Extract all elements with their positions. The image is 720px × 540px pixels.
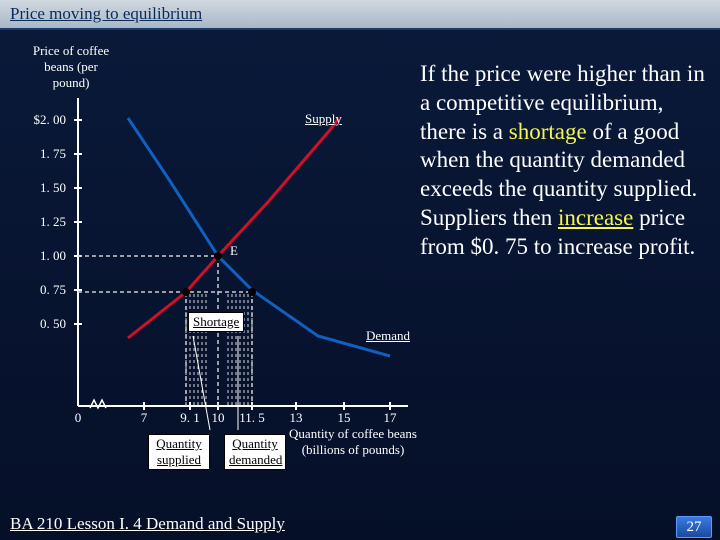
- explanation-text: If the price were higher than in a compe…: [420, 60, 710, 261]
- x-tick-label: 11. 5: [239, 410, 265, 426]
- x-axis-title: Quantity of coffee beans (billions of po…: [288, 426, 418, 458]
- quantity-demanded-label: Quantity demanded: [224, 434, 286, 470]
- x-tick-label: 7: [141, 410, 148, 426]
- chart-area: Price of coffee beans (per pound) $2. 00…: [8, 38, 418, 468]
- y-tick-label: 0. 75: [40, 282, 66, 298]
- y-tick-label: $2. 00: [34, 112, 67, 128]
- slide-content: Price of coffee beans (per pound) $2. 00…: [0, 30, 720, 510]
- y-tick-label: 1. 00: [40, 248, 66, 264]
- x-tick-label: 17: [384, 410, 397, 426]
- quantity-supplied-label: Quantity supplied: [148, 434, 210, 470]
- x-tick-label: 10: [212, 410, 225, 426]
- demand-curve: [128, 118, 390, 356]
- y-tick-label: 1. 25: [40, 214, 66, 230]
- x-tick-label: 13: [290, 410, 303, 426]
- slide-title: Price moving to equilibrium: [0, 0, 720, 30]
- supply-curve: [128, 118, 339, 338]
- chart-svg: [8, 38, 418, 468]
- slide-footer: BA 210 Lesson I. 4 Demand and Supply: [10, 514, 285, 534]
- shortage-box: Shortage: [188, 312, 244, 332]
- y-tick-label: 1. 75: [40, 146, 66, 162]
- demand-label: Demand: [366, 328, 410, 344]
- page-number: 27: [676, 516, 712, 538]
- x-tick-label: 15: [338, 410, 351, 426]
- x-tick-label: 9. 1: [180, 410, 200, 426]
- keyword-increase: increase: [558, 205, 633, 230]
- y-tick-label: 1. 50: [40, 180, 66, 196]
- supply-label: Supply: [305, 111, 342, 127]
- keyword-shortage: shortage: [509, 119, 587, 144]
- y-tick-label: 0. 50: [40, 316, 66, 332]
- equilibrium-label: E: [230, 243, 238, 259]
- x-tick-label: 0: [75, 410, 82, 426]
